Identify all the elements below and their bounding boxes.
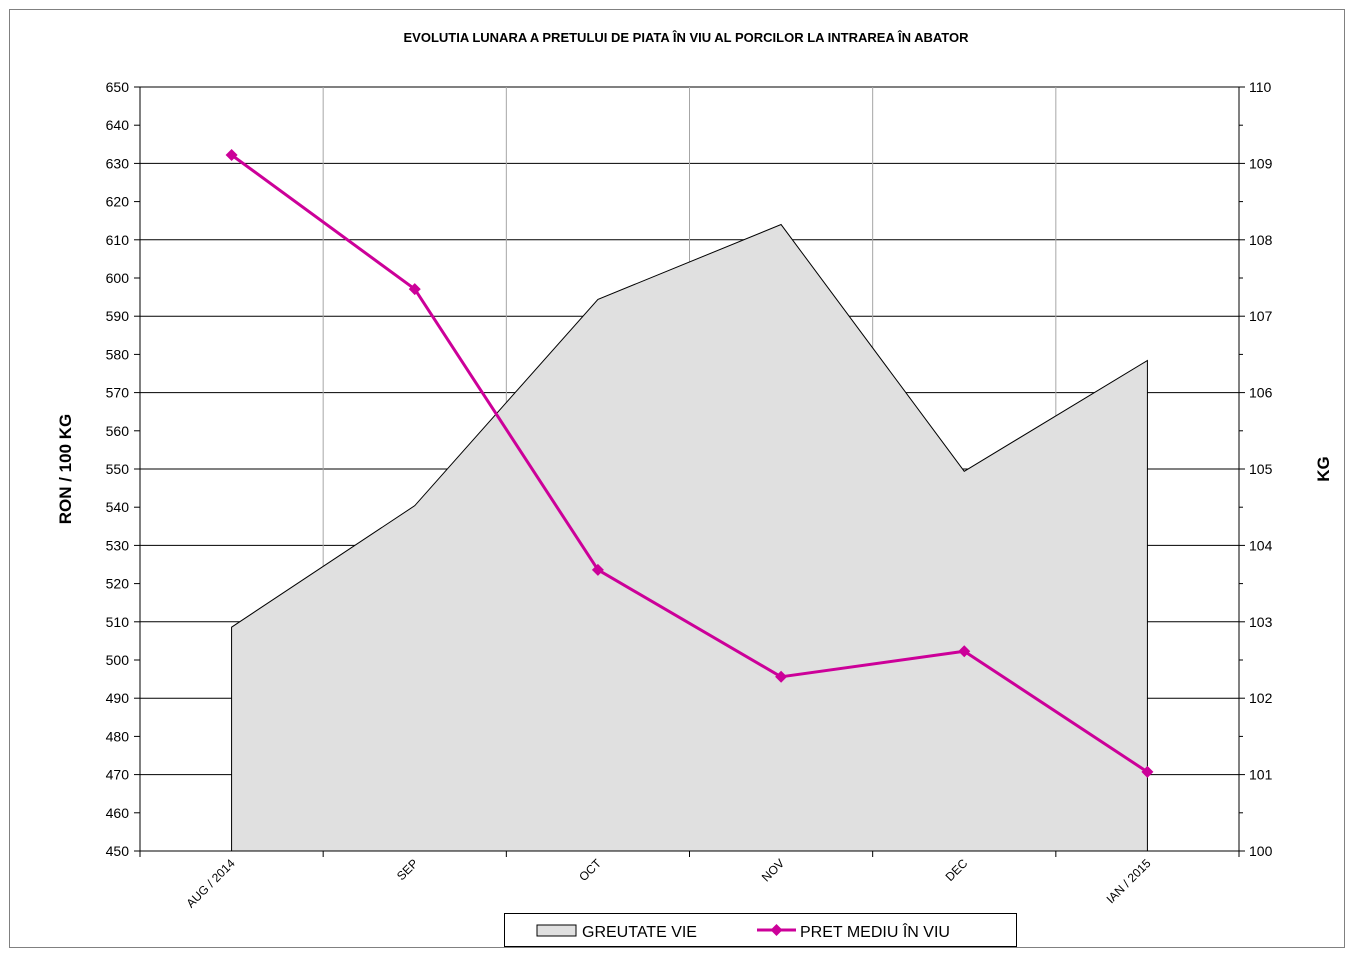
line-point <box>958 645 971 658</box>
y-tick-label-left: 650 <box>106 79 130 95</box>
line-series <box>225 148 1154 778</box>
y-tick-label-left: 580 <box>106 346 130 362</box>
area-series <box>231 223 1148 852</box>
y-tick-label-left: 570 <box>106 385 130 401</box>
y-tick-label-left: 600 <box>106 270 130 286</box>
y-tick-label-right: 100 <box>1249 843 1273 859</box>
y-tick-label-left: 530 <box>106 537 130 553</box>
y-tick-label-right: 102 <box>1249 690 1273 706</box>
y-tick-label-right: 107 <box>1249 308 1273 324</box>
legend-label-area: GREUTATE VIE <box>582 924 697 941</box>
line-point <box>408 283 421 296</box>
line-point <box>225 148 238 161</box>
y-tick-label-right: 101 <box>1249 767 1273 783</box>
y-tick-label-left: 560 <box>106 423 130 439</box>
y-tick-label-right: 103 <box>1249 614 1273 630</box>
line-point <box>1141 765 1154 778</box>
area-greutate-vie <box>231 223 1148 852</box>
y-tick-label-left: 540 <box>106 499 130 515</box>
line-pret-mediu <box>230 153 1149 774</box>
y-axis-title-left: RON / 100 KG <box>56 414 75 525</box>
y-tick-label-left: 520 <box>106 576 130 592</box>
line-point <box>775 670 788 683</box>
legend-swatch-marker <box>770 924 783 936</box>
y-tick-label-left: 500 <box>106 652 130 668</box>
y-tick-label-left: 480 <box>106 728 130 744</box>
y-tick-label-right: 110 <box>1249 79 1272 95</box>
y-tick-label-left: 590 <box>106 308 130 324</box>
y-tick-label-left: 470 <box>106 767 130 783</box>
y-tick-label-right: 105 <box>1249 461 1273 477</box>
chart-title: EVOLUTIA LUNARA A PRETULUI DE PIATA ÎN V… <box>403 30 969 45</box>
y-tick-label-left: 510 <box>106 614 130 630</box>
y-tick-label-left: 550 <box>106 461 130 477</box>
line-point <box>591 563 604 576</box>
legend-swatch-area <box>536 924 577 937</box>
y-tick-label-left: 460 <box>106 805 130 821</box>
y-tick-label-left: 630 <box>106 155 130 171</box>
y-tick-label-left: 610 <box>106 232 130 248</box>
legend: GREUTATE VIE PRET MEDIU ÎN VIU <box>504 913 1017 947</box>
y-axis-title-right: KG <box>1314 456 1333 482</box>
y-tick-label-left: 450 <box>106 843 130 859</box>
legend-box <box>504 913 1017 947</box>
y-tick-label-right: 108 <box>1249 232 1273 248</box>
y-tick-label-right: 109 <box>1249 155 1273 171</box>
y-tick-label-left: 620 <box>106 194 130 210</box>
y-tick-label-left: 490 <box>106 690 130 706</box>
y-tick-label-left: 640 <box>106 117 130 133</box>
legend-label-line: PRET MEDIU ÎN VIU <box>800 922 950 941</box>
y-tick-label-right: 106 <box>1249 385 1273 401</box>
y-tick-label-right: 104 <box>1249 537 1273 553</box>
